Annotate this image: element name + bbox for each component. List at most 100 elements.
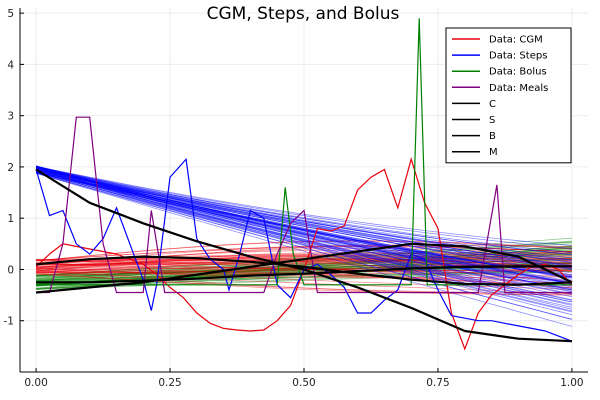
ensemble-line [35,166,572,293]
ensemble-line [36,167,572,269]
ensemble-line [36,256,572,269]
ensemble-line [35,168,572,290]
ensemble-line [36,168,572,270]
ensemble-line [35,166,572,278]
ensemble-line [36,252,572,279]
ensemble-line [36,245,572,271]
ensemble-line [35,171,572,310]
ensemble-line [36,247,572,269]
ensemble-line [36,267,572,290]
ensemble-line [36,259,572,266]
ensemble-line [35,171,572,312]
chart-title: CGM, Steps, and Bolus [207,4,400,24]
ensemble-line [36,249,572,266]
ensemble-line [36,269,572,296]
series-line-data-meals [36,116,572,294]
ensemble-line [35,165,572,278]
ensemble-line [36,166,572,249]
ensemble-line [36,246,572,261]
y-tick-label: 4 [7,59,14,71]
ensemble-line [36,246,572,277]
ensemble-line [36,268,572,279]
ensemble-line [36,245,572,285]
y-tick-label: 3 [7,111,14,123]
ensemble-line [36,166,572,253]
ensemble-line [36,237,572,277]
ensemble-line [36,254,572,265]
x-tick-label: 1.00 [560,377,583,389]
legend-label: M [489,147,498,158]
x-tick-label: 0.75 [426,377,449,389]
ensemble-line [35,165,572,276]
ensemble-line [35,171,572,313]
ensemble-line [36,168,572,279]
ensemble-line [36,255,572,272]
ensemble-line [36,272,572,296]
ensemble-line [36,172,572,291]
fit-line-b [36,265,572,284]
ensemble-line [36,252,572,276]
ensemble-line [36,166,572,259]
ensemble-line [35,172,572,320]
ensemble-line [35,172,572,316]
ensemble-line [36,271,572,290]
ensemble-line [35,169,572,295]
ensemble-line [36,169,572,268]
x-tick-label: 0.50 [292,377,315,389]
ensemble-line [35,165,572,278]
legend-label: Data: Bolus [489,67,547,78]
ensemble-line [36,258,572,283]
ensemble-line [35,168,572,295]
ensemble-line [36,249,572,282]
ensemble-line [36,249,572,282]
ensemble-line [36,252,572,272]
fit-lines [35,168,573,343]
ensemble-line [36,269,572,289]
x-tick-label: 0.25 [158,377,181,389]
legend-label: Data: Meals [489,83,548,94]
legend-label: Data: CGM [489,35,543,46]
ensemble-line [35,169,572,301]
ensemble-line [35,172,573,320]
ensemble-line [35,166,572,288]
fit-line-m [35,242,573,294]
ensemble-line [35,165,572,289]
fit-line-c [35,255,572,286]
y-tick-label: 5 [7,8,14,20]
ensemble-line [36,165,572,270]
ensemble-line [36,273,572,295]
ensemble-line [36,168,572,269]
ensemble-line [35,169,572,308]
ensemble-line [36,240,572,262]
legend-label: C [489,99,496,110]
ensemble-line [35,167,572,298]
ensemble-line [36,253,572,270]
ensemble-line [36,168,572,277]
ensemble-line [35,169,572,301]
ensemble-line [36,166,572,256]
ensemble-line [36,172,572,280]
ensemble-line [35,169,572,303]
ensemble-line [36,247,572,282]
ensemble-line [36,169,572,274]
legend-label: B [489,131,496,142]
ensemble-line [36,244,572,261]
legend-box [445,27,572,164]
ensemble-line [36,251,572,266]
ensemble-line [36,252,572,266]
legend-label: S [489,115,495,126]
y-tick-label: -1 [4,316,14,328]
ensemble-line [36,171,572,276]
ensemble-line [36,246,572,279]
ensemble-line [36,170,572,291]
ensemble-line [36,168,572,267]
series-line-data-steps [35,157,573,342]
y-tick-label: 2 [7,162,14,174]
ensemble-line [36,273,572,287]
fit-line-s [35,168,572,343]
ensemble-line [35,172,573,327]
ensemble-line [36,254,572,263]
ensemble-line [36,172,572,292]
y-tick-label: 0 [7,264,14,276]
